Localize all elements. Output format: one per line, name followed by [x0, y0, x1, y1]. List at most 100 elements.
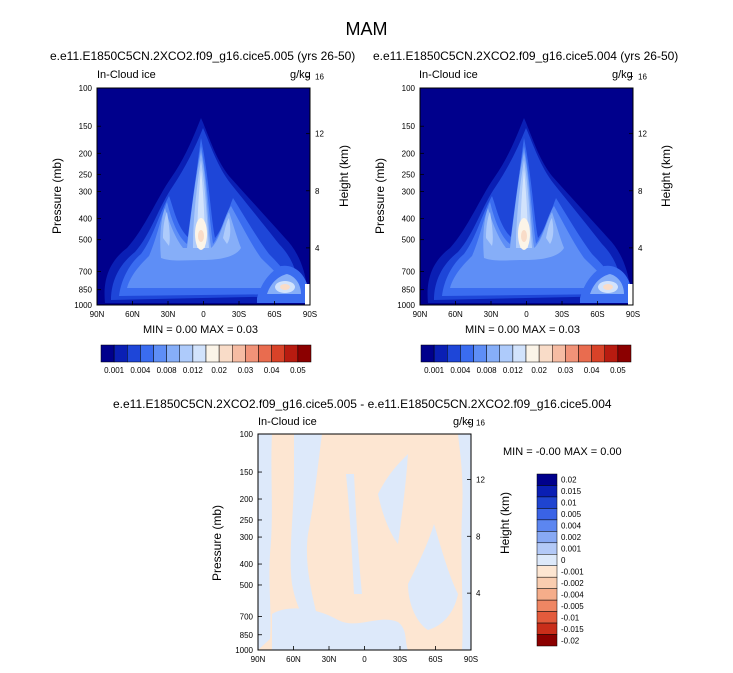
- panel-1-lat-tick-label: 30S: [232, 310, 246, 319]
- panel-3-pressure-tick-label: 300: [240, 533, 254, 542]
- colorbar-1-swatch: [245, 344, 259, 363]
- diff-colorbar-swatch: [536, 576, 558, 589]
- panel-3-lat-tick-label: 90S: [464, 655, 478, 664]
- panel-2-surface-mask: [628, 284, 633, 305]
- colorbar-1-label: 0.001: [104, 366, 125, 375]
- colorbar-2-swatch: [420, 344, 435, 363]
- colorbar-1-swatch: [205, 344, 220, 363]
- diff-colorbar-label: -0.015: [561, 625, 584, 634]
- colorbar-2-swatch: [460, 344, 474, 363]
- panel-2-pressure-tick-label: 100: [402, 84, 416, 93]
- colorbar-2-swatch: [486, 344, 500, 363]
- panel-2-lat-tick-label: 90N: [413, 310, 428, 319]
- diff-colorbar-swatch: [536, 554, 558, 566]
- colorbar-1-label: 0.004: [130, 366, 151, 375]
- colorbar-1-swatch: [297, 344, 312, 363]
- panel-1-lat-tick-label: 60N: [125, 310, 140, 319]
- colorbar-2-swatch: [538, 344, 553, 363]
- colorbar-2-swatch: [604, 344, 619, 363]
- colorbar-1-swatch: [127, 344, 141, 363]
- panel-3-negative-region-lower: [272, 608, 408, 650]
- panel-3-variable-label: In-Cloud ice: [258, 416, 317, 428]
- panel-2-contour-level-6: [486, 160, 554, 248]
- diff-colorbar-swatch: [536, 485, 558, 498]
- panel-3-units-label: g/kg: [453, 416, 474, 428]
- panel-2-peak-core: [521, 230, 527, 242]
- colorbar-1-swatch: [140, 344, 154, 363]
- panel-3-lat-tick-label: 90N: [251, 655, 266, 664]
- axis-ticks-layer: 100150200250300400500700850100048121690N…: [74, 73, 647, 664]
- panel-2-height-tick-label: 4: [638, 244, 643, 253]
- panel-1-pressure-tick-label: 200: [79, 149, 93, 158]
- diff-colorbar-swatch: [536, 565, 558, 578]
- panel-1-lat-tick-label: 30N: [161, 310, 176, 319]
- diff-colorbar-label: -0.002: [561, 579, 584, 588]
- panel-3-lat-tick-label: 60N: [286, 655, 301, 664]
- panel-2-lat-tick-label: 90S: [626, 310, 640, 319]
- panel-1-heatmap: [97, 88, 310, 305]
- colorbar-1-swatch: [271, 344, 285, 363]
- colorbars-layer: 0.001 0.004 0.008 0.012 0.02 0.03 0.04 0.05 0.00…: [100, 344, 632, 647]
- panel-2-height-tick-label: 12: [638, 130, 647, 139]
- colorbar-1-swatch: [166, 344, 180, 363]
- diff-colorbar-swatch: [536, 496, 558, 509]
- panel-3-height-tick-label: 4: [476, 589, 481, 598]
- panel-3-pressure-tick-label: 250: [240, 516, 254, 525]
- colorbar-1-label: 0.02: [211, 366, 227, 375]
- panel-3-pressure-tick-label: 100: [240, 430, 254, 439]
- diff-colorbar-label: 0.015: [561, 487, 582, 496]
- panel-2-pressure-tick-label: 850: [402, 286, 416, 295]
- diff-colorbar-label: 0.02: [561, 476, 577, 485]
- colorbar-2-label: 0.03: [558, 366, 574, 375]
- diff-colorbar-swatch: [536, 531, 558, 544]
- diff-colorbar-label: -0.005: [561, 602, 584, 611]
- panel-1-pressure-tick-label: 700: [79, 267, 93, 276]
- panel-3-height-tick-label: 8: [476, 532, 481, 541]
- panel-3-negative-region-upper: [378, 454, 408, 544]
- panel-1-lat-tick-label: 0: [201, 310, 206, 319]
- panel-2-lat-tick-label: 60N: [448, 310, 463, 319]
- colorbar-1-swatch: [232, 344, 246, 363]
- colorbar-2-swatch: [565, 344, 579, 363]
- panel-2-pressure-tick-label: 1000: [397, 301, 415, 310]
- colorbar-2-label: 0.02: [531, 366, 547, 375]
- colorbar-1-label: 0.03: [238, 366, 254, 375]
- colorbar-2-swatch: [617, 344, 632, 363]
- panel-1-pressure-tick-label: 300: [79, 188, 93, 197]
- panel-2-pressure-tick-label: 500: [402, 236, 416, 245]
- panel-2-south-maximum-peak: [603, 284, 613, 290]
- diff-colorbar-swatch: [536, 634, 558, 647]
- panel-1-minmax: MIN = 0.00 MAX = 0.03: [143, 324, 258, 336]
- colorbar-2-swatch: [512, 344, 527, 363]
- panel-2-pressure-tick-label: 400: [402, 215, 416, 224]
- diff-colorbar-label: 0.005: [561, 510, 582, 519]
- panel-2-variable-label: In-Cloud ice: [419, 69, 478, 81]
- colorbar-1-label: 0.008: [157, 366, 178, 375]
- colorbar-2-swatch: [433, 344, 448, 363]
- panel-1-contour-level-6: [163, 160, 231, 248]
- panel-2-pressure-tick-label: 250: [402, 170, 416, 179]
- panel-3-height-tick-label: 16: [476, 419, 485, 428]
- panel-3-pressure-tick-label: 500: [240, 581, 254, 590]
- colorbar-1-label: 0.05: [290, 366, 306, 375]
- colorbar-2-swatch: [591, 344, 605, 363]
- panel-1-pressure-tick-label: 1000: [74, 301, 92, 310]
- panel-3-negative-region-tropics: [346, 474, 362, 594]
- panel-3-lat-tick-label: 60S: [428, 655, 442, 664]
- colorbar-1-label: 0.012: [183, 366, 204, 375]
- colorbar-1-label: 0.04: [264, 366, 280, 375]
- diff-colorbar-label: -0.01: [561, 613, 580, 622]
- panel-1-height-tick-label: 12: [315, 130, 324, 139]
- panel-3-pressure-tick-label: 700: [240, 613, 254, 622]
- panel-2-lat-tick-label: 30S: [555, 310, 569, 319]
- panel-2-pressure-tick-label: 200: [402, 149, 416, 158]
- colorbar-2-swatch: [499, 344, 514, 363]
- panel-3-lat-tick-label: 0: [362, 655, 367, 664]
- panel-2-pressure-tick-label: 150: [402, 122, 416, 131]
- panel-3-lat-tick-label: 30S: [393, 655, 407, 664]
- colorbar-2-swatch: [525, 344, 540, 363]
- diff-colorbar-swatch: [536, 519, 558, 532]
- panel-3-pressure-tick-label: 200: [240, 495, 254, 504]
- panel-3-height-tick-label: 12: [476, 475, 485, 484]
- colorbar-1-swatch: [153, 344, 167, 363]
